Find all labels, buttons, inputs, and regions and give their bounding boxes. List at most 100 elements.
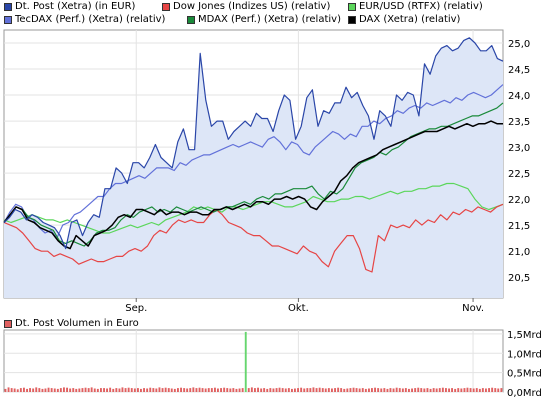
volume-bar <box>47 387 50 392</box>
volume-bar <box>69 388 72 392</box>
volume-bar <box>401 388 404 392</box>
volume-bar <box>146 388 149 392</box>
volume-bar <box>340 388 343 392</box>
volume-bar <box>220 388 222 392</box>
volume-bar <box>93 388 96 392</box>
volume-bar <box>469 388 472 392</box>
y-tick-label: 21,5 <box>508 221 530 232</box>
volume-bar <box>392 388 395 392</box>
legend-item-mdax[interactable]: MDAX (Perf.) (Xetra) (relativ) <box>187 14 341 26</box>
legend-item-tecdax[interactable]: TecDAX (Perf.) (Xetra) (relativ) <box>4 14 165 26</box>
x-tick-label: Sep. <box>125 303 147 314</box>
volume-legend-item[interactable]: Dt. Post Volumen in Euro <box>4 318 139 330</box>
volume-bar <box>327 388 330 392</box>
volume-bar <box>214 387 216 392</box>
volume-bar <box>423 388 426 392</box>
volume-bar <box>152 388 155 392</box>
legend-swatch <box>187 16 195 24</box>
volume-bar <box>186 388 189 392</box>
legend-item-dow-jones[interactable]: Dow Jones (Indizes US) (relativ) <box>162 1 330 13</box>
volume-bar <box>56 388 59 392</box>
volume-bar <box>408 388 410 392</box>
volume-bar <box>361 388 364 392</box>
volume-bar <box>201 388 204 392</box>
volume-bar <box>198 387 201 392</box>
volume-bar <box>204 388 207 392</box>
volume-bar <box>13 388 16 392</box>
volume-bar <box>115 388 118 392</box>
series-line-dow-jones <box>3 203 504 273</box>
volume-bar <box>29 388 31 392</box>
volume-bar <box>312 387 315 392</box>
legend-label: MDAX (Perf.) (Xetra) (relativ) <box>198 14 341 25</box>
volume-bar <box>374 387 376 392</box>
legend-item-eur-usd[interactable]: EUR/USD (RTFX) (relativ) <box>348 1 483 13</box>
volume-bar <box>81 388 84 392</box>
volume-bar <box>488 388 490 392</box>
y-tick-label: 21,0 <box>508 247 530 258</box>
volume-bar <box>349 388 352 392</box>
volume-bar <box>23 387 25 392</box>
volume-bar <box>500 388 503 392</box>
volume-chart-plot[interactable]: 1,5Mrd 1,0Mrd 0,5Mrd 0,0Mrd <box>3 329 542 399</box>
volume-bar <box>438 388 441 392</box>
legend-label: Dow Jones (Indizes US) (relativ) <box>173 1 331 12</box>
volume-y-tick-label: 0,5Mrd <box>507 369 542 380</box>
series-line-dt-post <box>3 37 504 250</box>
volume-bar <box>167 388 170 392</box>
volume-bar <box>429 388 432 392</box>
volume-bar <box>96 388 99 392</box>
volume-bar <box>420 388 423 392</box>
x-tick-label: Okt. <box>288 303 309 314</box>
volume-bar <box>494 388 497 392</box>
volume-bar <box>445 388 447 392</box>
volume-bar <box>112 388 115 392</box>
volume-bar <box>180 387 182 392</box>
volume-bar <box>448 388 450 392</box>
volume-bar <box>257 387 259 392</box>
volume-bar <box>284 388 287 392</box>
volume-bar <box>368 388 370 392</box>
volume-bar <box>275 388 278 392</box>
volume-bar <box>358 388 361 392</box>
volume-bar <box>478 388 481 392</box>
volume-bar <box>417 387 420 392</box>
volume-bar <box>53 388 56 392</box>
legend-label: DAX (Xetra) (relativ) <box>359 14 461 25</box>
volume-bar <box>121 387 124 392</box>
y-tick-label: 24,0 <box>508 91 530 102</box>
legend-swatch <box>4 320 12 328</box>
legend-item-dt-post[interactable]: Dt. Post (Xetra) (in EUR) <box>4 1 135 13</box>
legend-item-dax[interactable]: DAX (Xetra) (relativ) <box>348 14 460 26</box>
volume-bar <box>63 387 65 392</box>
volume-bar <box>32 388 35 392</box>
volume-bar <box>124 388 127 392</box>
volume-bar <box>380 388 383 392</box>
volume-bar <box>371 388 373 392</box>
volume-bar <box>75 388 78 392</box>
volume-bar <box>192 387 195 392</box>
legend-label: Dt. Post (Xetra) (in EUR) <box>15 1 136 12</box>
volume-bar <box>411 388 413 392</box>
volume-bar <box>355 388 358 392</box>
volume-bar <box>497 388 500 392</box>
volume-bar <box>7 387 10 392</box>
volume-bar <box>404 388 407 392</box>
volume-bar <box>287 388 290 392</box>
volume-bar <box>291 388 293 392</box>
y-tick-label: 20,5 <box>508 273 530 284</box>
volume-bar <box>164 387 167 392</box>
volume-bar <box>130 388 133 392</box>
legend-swatch <box>162 3 170 11</box>
series-line-mdax <box>3 102 504 247</box>
y-tick-label: 24,5 <box>508 65 530 76</box>
volume-bar <box>303 388 306 392</box>
volume-bar <box>177 388 179 392</box>
y-tick-label: 22,0 <box>508 195 530 206</box>
y-tick-label: 23,0 <box>508 143 530 154</box>
series-line-dax <box>3 120 503 250</box>
volume-bar <box>475 388 478 392</box>
volume-bar <box>235 388 238 392</box>
price-chart-plot[interactable]: 25,0 24,5 24,0 23,5 23,0 22,5 22,0 21,5 21,0 20,5… <box>3 29 530 314</box>
volume-bar <box>414 388 417 392</box>
